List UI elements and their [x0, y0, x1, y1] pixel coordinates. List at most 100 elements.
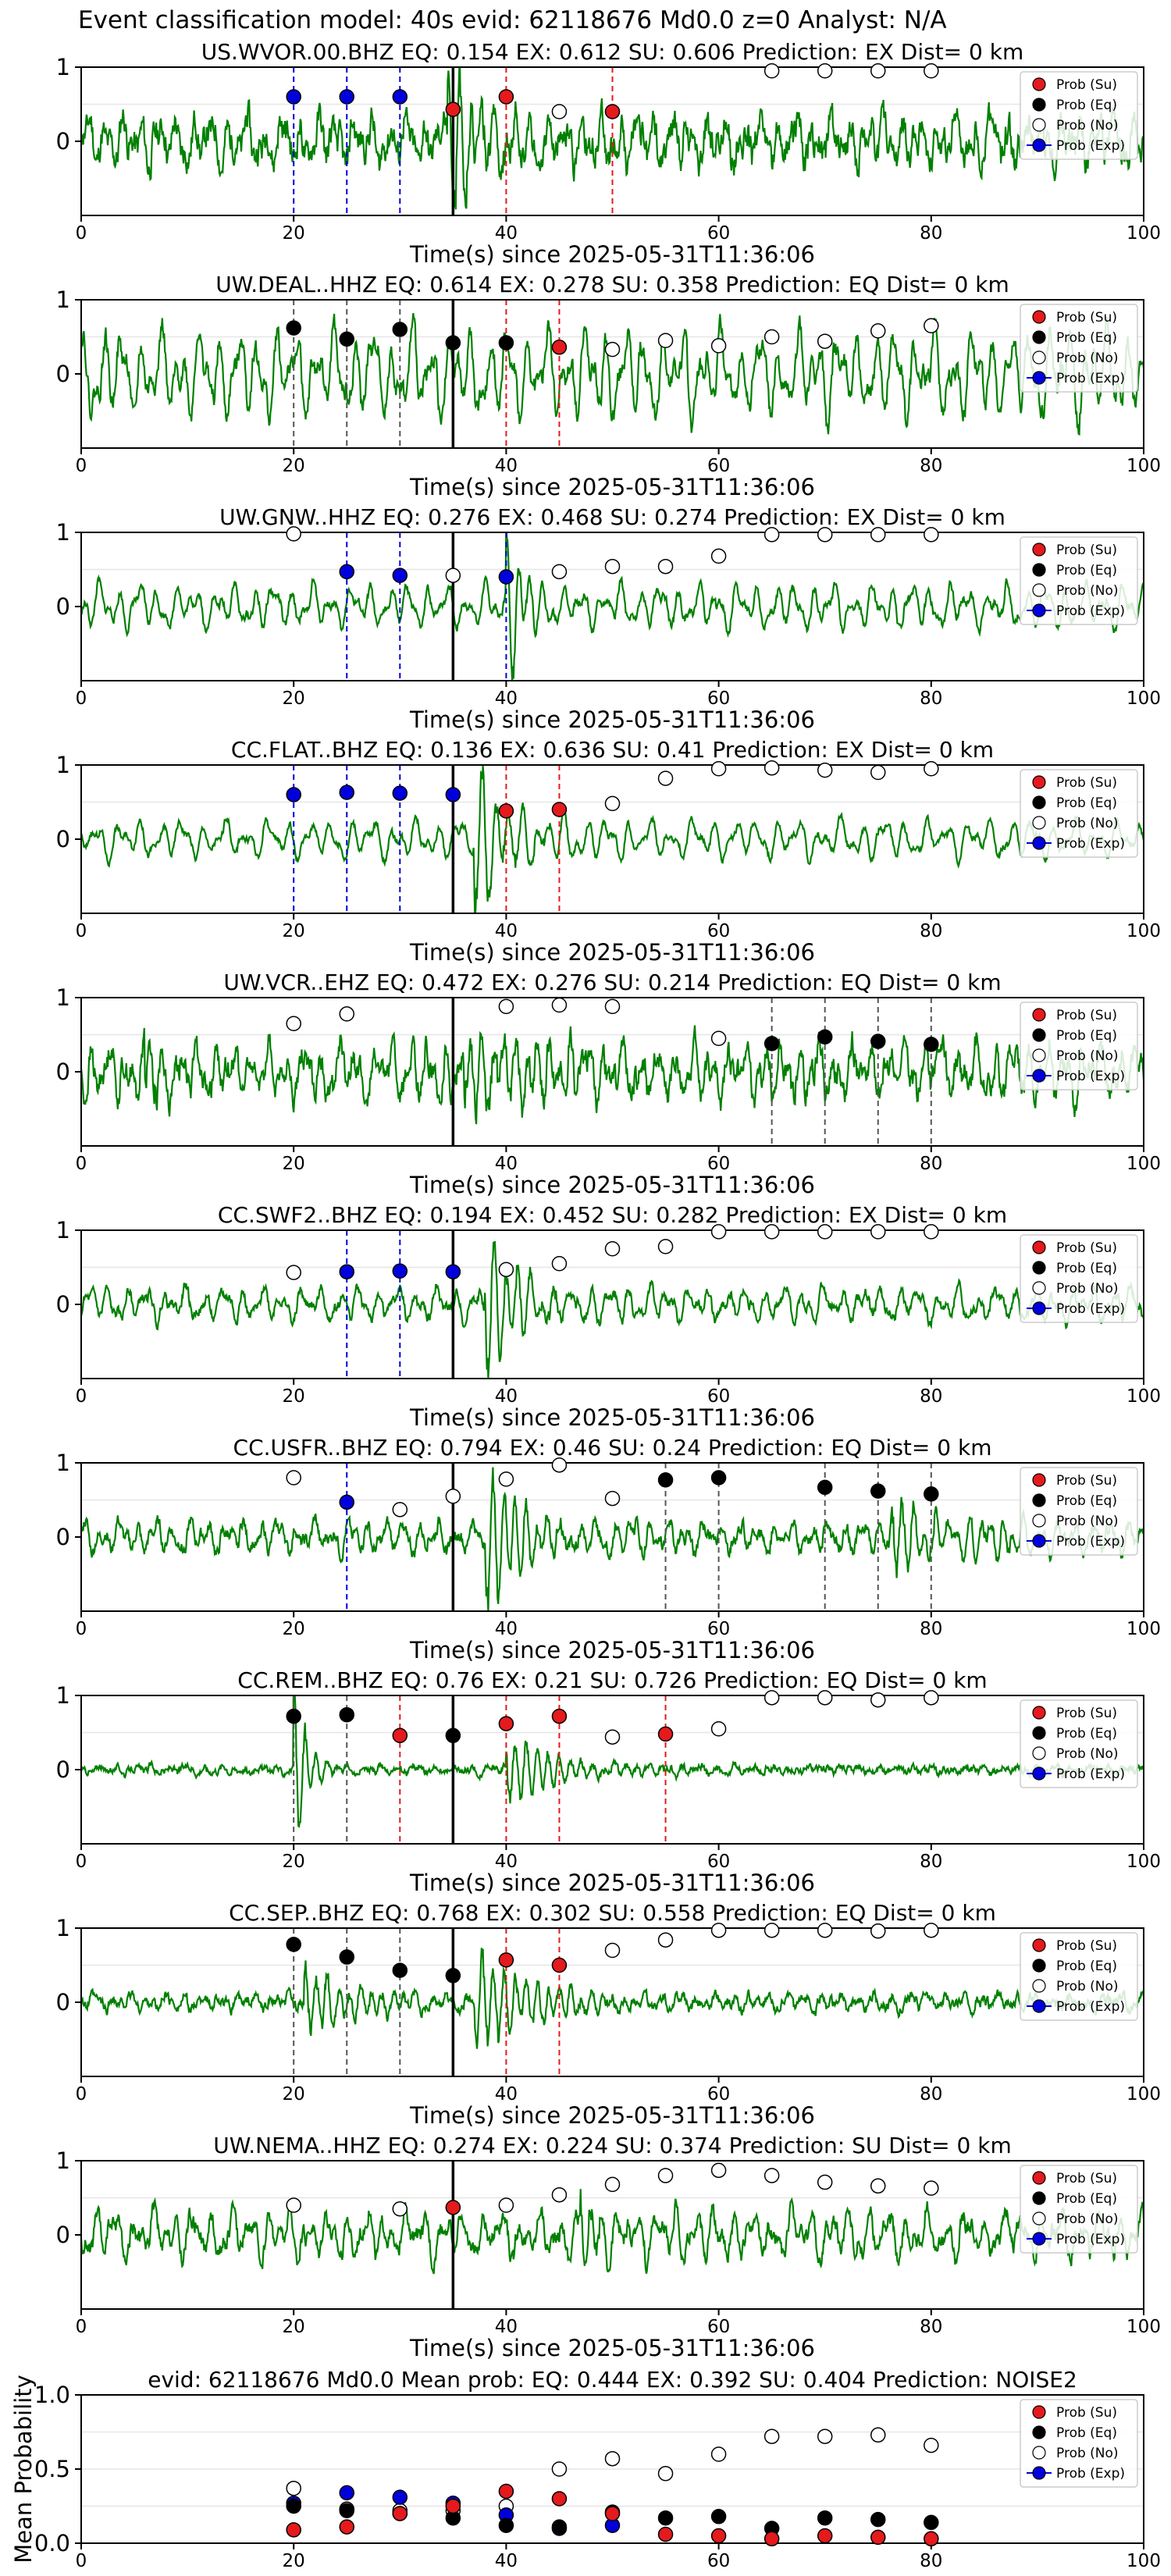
marker-prob-eq — [392, 1962, 408, 1978]
x-axis-label: Time(s) since 2025-05-31T11:36:06 — [409, 2335, 815, 2361]
x-tick-label: 80 — [920, 921, 942, 941]
legend-marker-prob-exp — [1032, 1069, 1046, 1083]
marker-prob-no — [924, 761, 939, 777]
legend-marker-prob-eq — [1032, 563, 1046, 577]
axes-frame — [80, 299, 1144, 449]
panel-2: UW.DEAL..HHZ EQ: 0.614 EX: 0.278 SU: 0.3… — [56, 272, 1161, 500]
marker-prob-eq — [445, 1727, 461, 1744]
x-tick-label: 0 — [76, 1619, 87, 1639]
marker-prob-no — [817, 2428, 833, 2444]
x-tick-label: 100 — [1127, 2084, 1161, 2105]
y-tick-label: 1 — [56, 1682, 70, 1709]
legend-marker-prob-no — [1032, 2446, 1046, 2460]
x-tick-label: 60 — [707, 1386, 730, 1407]
legend-marker-prob-su — [1032, 1706, 1046, 1720]
marker-prob-no — [870, 1224, 886, 1240]
marker-prob-su — [551, 2491, 568, 2507]
panel-11: evid: 62118676 Md0.0 Mean prob: EQ: 0.44… — [10, 2367, 1161, 2571]
legend-label: Prob (No) — [1056, 350, 1119, 366]
marker-prob-no — [817, 333, 833, 349]
x-tick-label: 80 — [920, 2084, 942, 2105]
marker-prob-no — [870, 2178, 886, 2194]
panel-title: CC.USFR..BHZ EQ: 0.794 EX: 0.46 SU: 0.24… — [233, 1435, 992, 1461]
y-tick-label: 1 — [56, 519, 70, 546]
x-tick-label: 40 — [495, 2084, 518, 2105]
y-tick-label: 1 — [56, 2147, 70, 2174]
legend: Prob (Su) Prob (Eq) Prob (No) Prob (Exp) — [1020, 2399, 1138, 2488]
x-tick-label: 0 — [76, 1852, 87, 1872]
legend-marker-prob-exp — [1032, 836, 1046, 850]
panel-8: CC.REM..BHZ EQ: 0.76 EX: 0.21 SU: 0.726 … — [56, 1667, 1161, 1896]
legend-box — [1020, 1467, 1138, 1556]
marker-prob-no — [657, 558, 674, 575]
marker-prob-su — [339, 2519, 354, 2535]
marker-prob-no — [817, 527, 833, 543]
panel-title: UW.GNW..HHZ EQ: 0.276 EX: 0.468 SU: 0.27… — [219, 504, 1005, 530]
panel-title: US.WVOR.00.BHZ EQ: 0.154 EX: 0.612 SU: 0… — [201, 39, 1024, 65]
legend: Prob (Su) Prob (Eq) Prob (No) Prob (Exp) — [1020, 304, 1138, 393]
marker-prob-no — [870, 1692, 886, 1708]
panel-1: US.WVOR.00.BHZ EQ: 0.154 EX: 0.612 SU: 0… — [56, 39, 1161, 268]
legend-label: Prob (Su) — [1056, 543, 1117, 558]
marker-prob-eq — [286, 320, 301, 336]
marker-prob-su — [498, 1716, 514, 1731]
x-tick-label: 100 — [1127, 921, 1161, 941]
marker-prob-no — [286, 2480, 301, 2496]
marker-prob-no — [286, 1265, 301, 1280]
y-axis-label: Mean Probability — [10, 2375, 37, 2564]
marker-prob-exp — [339, 2485, 354, 2501]
x-tick-label: 60 — [707, 1154, 730, 1174]
marker-prob-no — [604, 1729, 621, 1745]
legend: Prob (Su) Prob (Eq) Prob (No) Prob (Exp) — [1020, 1699, 1138, 1788]
marker-prob-eq — [870, 1034, 886, 1049]
marker-prob-eq — [924, 1037, 939, 1052]
marker-prob-su — [710, 2528, 727, 2544]
seismic-waveform — [81, 1025, 1144, 1125]
y-tick-label: 0.5 — [34, 2456, 70, 2482]
y-tick-label: 0 — [56, 1291, 70, 1318]
marker-prob-no — [498, 1471, 514, 1487]
marker-prob-eq — [817, 1479, 833, 1496]
seismic-waveform — [81, 1948, 1144, 2049]
legend-label: Prob (No) — [1056, 1979, 1119, 1994]
panel-title: CC.SWF2..BHZ EQ: 0.194 EX: 0.452 SU: 0.2… — [218, 1202, 1007, 1228]
marker-prob-su — [604, 2506, 621, 2521]
x-tick-label: 40 — [495, 223, 518, 244]
panel-title: UW.NEMA..HHZ EQ: 0.274 EX: 0.224 SU: 0.3… — [213, 2133, 1011, 2158]
marker-prob-no — [710, 1030, 727, 1046]
legend-marker-prob-eq — [1032, 1726, 1046, 1740]
seismic-waveform — [81, 67, 1144, 210]
legend-label: Prob (Eq) — [1056, 1261, 1117, 1276]
legend-marker-prob-su — [1032, 1938, 1046, 1952]
x-tick-label: 60 — [707, 2551, 730, 2571]
x-tick-label: 40 — [495, 1852, 518, 1872]
legend-label: Prob (Exp) — [1056, 138, 1125, 154]
marker-prob-exp — [339, 785, 354, 800]
legend-marker-prob-su — [1032, 543, 1046, 557]
legend-label: Prob (Exp) — [1056, 1767, 1125, 1782]
marker-prob-eq — [498, 2517, 514, 2533]
panel-6: CC.SWF2..BHZ EQ: 0.194 EX: 0.452 SU: 0.2… — [56, 1202, 1161, 1431]
legend-marker-prob-eq — [1032, 98, 1046, 112]
marker-prob-eq — [339, 1949, 354, 1965]
legend-marker-prob-exp — [1032, 1767, 1046, 1781]
legend: Prob (Su) Prob (Eq) Prob (No) Prob (Exp) — [1020, 71, 1138, 160]
legend: Prob (Su) Prob (Eq) Prob (No) Prob (Exp) — [1020, 769, 1138, 858]
panel-title: CC.REM..BHZ EQ: 0.76 EX: 0.21 SU: 0.726 … — [237, 1667, 987, 1693]
x-tick-label: 60 — [707, 456, 730, 476]
y-tick-label: 1 — [56, 984, 70, 1011]
marker-prob-no — [924, 1224, 939, 1240]
legend-marker-prob-no — [1032, 350, 1046, 365]
legend-marker-prob-no — [1032, 118, 1046, 132]
x-tick-label: 40 — [495, 688, 518, 709]
legend-marker-prob-no — [1032, 583, 1046, 597]
x-tick-label: 20 — [283, 2317, 305, 2337]
marker-prob-no — [763, 527, 780, 543]
marker-prob-exp — [339, 1264, 354, 1279]
marker-prob-no — [657, 2168, 674, 2183]
legend: Prob (Su) Prob (Eq) Prob (No) Prob (Exp) — [1020, 1002, 1138, 1091]
legend-box — [1020, 2399, 1138, 2488]
marker-prob-eq — [657, 1472, 674, 1488]
marker-prob-exp — [392, 2489, 408, 2505]
legend-marker-prob-exp — [1032, 1999, 1046, 2013]
